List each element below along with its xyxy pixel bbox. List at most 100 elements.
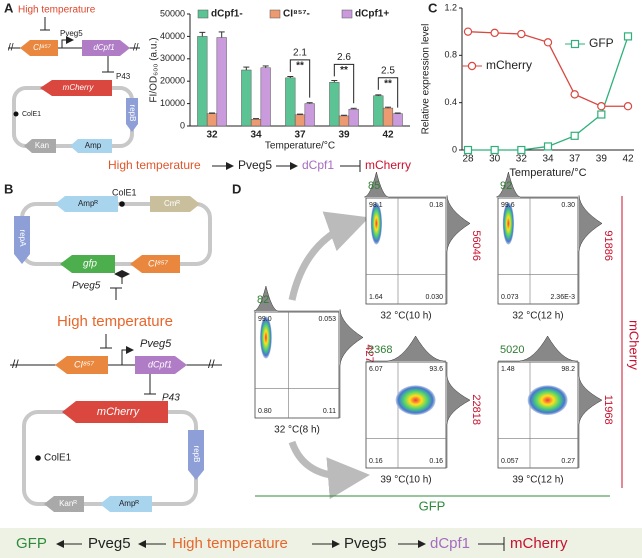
density <box>370 202 382 245</box>
quadrant-value: 6.07 <box>369 366 383 373</box>
histogram <box>578 195 603 304</box>
error-bar <box>385 106 391 109</box>
quadrant-value: 1.48 <box>501 366 515 373</box>
legend-marker <box>467 61 477 71</box>
error-bar <box>287 75 294 78</box>
histogram <box>253 285 339 312</box>
annotation: ** <box>340 65 348 76</box>
histogram <box>578 362 603 468</box>
quadrant-value: 93.6 <box>429 366 443 373</box>
caption-bottom: GFP Pveg5 High temperature Pveg5 dCpf1 m… <box>0 528 642 558</box>
marker <box>597 110 606 119</box>
histogram <box>446 362 471 468</box>
label: Pveg5 <box>72 281 101 292</box>
quadrant-value: 0.16 <box>429 458 443 465</box>
bracket <box>333 63 355 104</box>
y-tick-label: 40000 <box>160 31 185 41</box>
error-bar <box>209 112 215 114</box>
gene-label: Kan <box>35 141 49 150</box>
histogram <box>364 171 446 198</box>
histogram <box>366 335 446 362</box>
quadrant-value: 0.057 <box>501 458 519 465</box>
legend-marker <box>570 39 580 49</box>
mcherry-median: 91886 <box>602 230 614 261</box>
label: Pveg5 <box>60 29 83 38</box>
axis-label: mCherry <box>627 320 642 370</box>
density <box>502 202 514 245</box>
x-axis-label: Temperature/°C <box>265 141 335 152</box>
marker <box>623 32 633 41</box>
error-bar <box>218 31 225 38</box>
arrow <box>288 440 370 500</box>
label: ColE1 <box>44 453 72 464</box>
plot-caption: 32 °C(12 h) <box>512 311 563 322</box>
gene-label: Kanᴿ <box>59 499 77 508</box>
diagram-b: Ampᴿ ColE1 Cmᴿ repA gfp CI⁸⁵⁷ Pveg5 High… <box>10 187 222 512</box>
quadrant-value: 98.2 <box>561 366 575 373</box>
bar <box>392 113 403 127</box>
x-tick-label: 32 <box>516 154 528 165</box>
y-tick-label: 0.4 <box>444 97 457 107</box>
marker <box>463 145 473 155</box>
marker <box>570 131 579 140</box>
legend-label: dCpf1- <box>211 9 243 20</box>
annotation: 2.5 <box>381 65 395 76</box>
y-tick-label: 0 <box>180 120 185 130</box>
axis-label: GFP <box>419 498 446 513</box>
gene-label: dCpf1 <box>93 43 114 52</box>
panel-label: C <box>428 0 438 15</box>
x-tick-label: 34 <box>542 154 554 165</box>
histogram <box>446 195 471 304</box>
plot-frame <box>365 361 447 469</box>
gene-label: Ampᴿ <box>78 199 98 208</box>
panel-label: B <box>4 181 13 196</box>
gene-label: gfp <box>83 259 97 270</box>
caption-text: High temperature <box>108 158 201 172</box>
y-tick-label: 1.2 <box>444 2 457 12</box>
plot-caption: 39 °C(10 h) <box>380 475 431 486</box>
bar <box>294 114 306 127</box>
caption-text: mCherry <box>510 535 568 552</box>
caption-text: Pveg5 <box>344 535 387 552</box>
gene-label: dCpf1 <box>148 359 172 369</box>
break-mark: // <box>208 357 215 371</box>
legend-label: dCpf1+ <box>355 9 389 20</box>
bar <box>241 69 252 127</box>
plot-frame <box>497 361 579 469</box>
error-bar <box>341 114 347 116</box>
bar <box>329 82 340 127</box>
quadrant-value: 98.1 <box>369 202 383 209</box>
mcherry-median: 11968 <box>602 395 614 425</box>
caption-text: High temperature <box>172 535 288 552</box>
error-bar <box>253 118 259 120</box>
marker <box>517 29 526 39</box>
error-bar <box>243 66 250 70</box>
caption-text: dCpf1 <box>302 158 334 172</box>
quadrant-value: 0.27 <box>561 458 575 465</box>
gene-label: Cmᴿ <box>164 199 180 208</box>
bar <box>216 37 227 127</box>
label: High temperature <box>18 5 96 16</box>
annotation: 2.6 <box>337 52 351 63</box>
bar <box>382 107 394 127</box>
error-bar <box>306 102 313 104</box>
error-bar <box>297 113 303 115</box>
gene-label: repA <box>18 230 27 248</box>
x-tick-label: 42 <box>382 130 394 141</box>
caption-text: mCherry <box>365 158 411 172</box>
density <box>527 385 568 415</box>
quadrant-value: 0.073 <box>501 294 519 301</box>
bar <box>206 113 218 127</box>
legend-swatch <box>341 9 353 19</box>
bar <box>338 115 350 127</box>
gene-label: repB <box>128 105 137 122</box>
marker <box>543 142 553 151</box>
x-tick-label: 34 <box>250 130 262 141</box>
error-bar <box>262 65 269 68</box>
annotation: 2.1 <box>293 47 307 58</box>
annotation: ** <box>296 60 304 71</box>
x-tick-label: 30 <box>489 154 501 165</box>
diagram-a: High temperature Pveg5 // // CI⁸⁵⁷ dCpf1… <box>8 5 140 153</box>
legend-swatch <box>269 9 281 19</box>
bar <box>250 119 262 127</box>
